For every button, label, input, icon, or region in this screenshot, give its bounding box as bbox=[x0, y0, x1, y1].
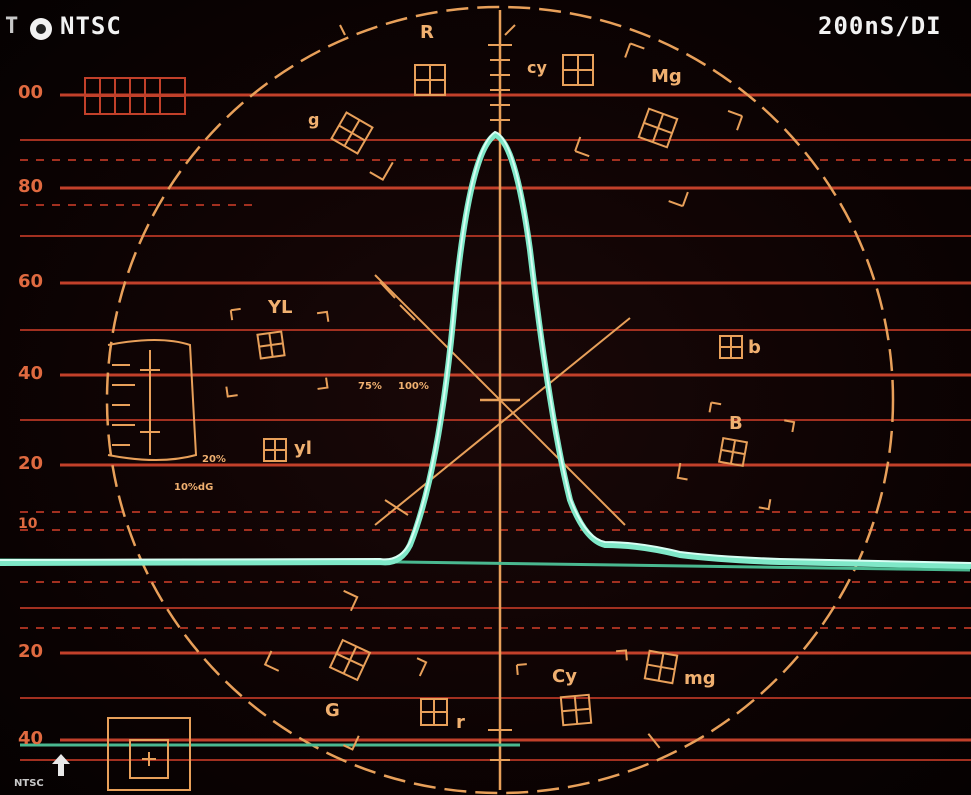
target-label-g: g bbox=[308, 110, 320, 129]
target-label-YL: YL bbox=[268, 297, 293, 318]
ire-label-20: 20 bbox=[18, 453, 44, 474]
signal-trace bbox=[0, 131, 971, 569]
ire-label-10: 10 bbox=[18, 516, 38, 532]
target-label-G: G bbox=[325, 700, 340, 721]
gain-scale bbox=[107, 339, 198, 461]
vector-target-boxes bbox=[225, 24, 796, 751]
ire-label-100: 00 bbox=[18, 82, 44, 103]
marker-20pct: 20% bbox=[202, 454, 226, 465]
arrow-up-icon bbox=[52, 754, 70, 776]
target-label-R: R bbox=[420, 22, 434, 43]
ire-label-40: 40 bbox=[18, 363, 44, 384]
ire-minor-lines bbox=[20, 139, 971, 761]
ire-label-minus20: 20 bbox=[18, 641, 44, 662]
channel-circle-icon bbox=[30, 18, 52, 40]
target-label-Cy: Cy bbox=[552, 666, 577, 687]
marker-100pct: 100% bbox=[398, 381, 429, 392]
target-label-yl: yl bbox=[294, 438, 312, 459]
marker-75pct: 75% bbox=[358, 381, 382, 392]
signal-trace-highlight bbox=[0, 130, 971, 564]
ire-lines bbox=[60, 93, 971, 742]
ire-label-80: 80 bbox=[18, 176, 44, 197]
target-label-b: b bbox=[748, 337, 761, 358]
ire-label-minus40: 40 bbox=[18, 728, 44, 749]
mode-prefix: T bbox=[5, 14, 20, 39]
target-label-mg: mg bbox=[684, 668, 716, 689]
target-label-B: B bbox=[729, 413, 743, 434]
timebase-label: 200nS/DI bbox=[818, 12, 942, 40]
ire-dashed-lines bbox=[20, 159, 971, 629]
target-label-r: r bbox=[456, 712, 465, 733]
diagonal-axes bbox=[374, 274, 631, 526]
bottom-left-standard: NTSC bbox=[14, 778, 44, 789]
ire-label-60: 60 bbox=[18, 271, 44, 292]
vector-circle bbox=[105, 5, 895, 795]
marker-10pct-dg: 10%dG bbox=[174, 482, 214, 493]
standard-label: NTSC bbox=[60, 12, 122, 40]
top-left-grid bbox=[84, 77, 186, 115]
target-label-Mg: Mg bbox=[651, 66, 682, 87]
bottom-left-target-box bbox=[107, 717, 191, 791]
target-label-cy: cy bbox=[527, 58, 547, 77]
